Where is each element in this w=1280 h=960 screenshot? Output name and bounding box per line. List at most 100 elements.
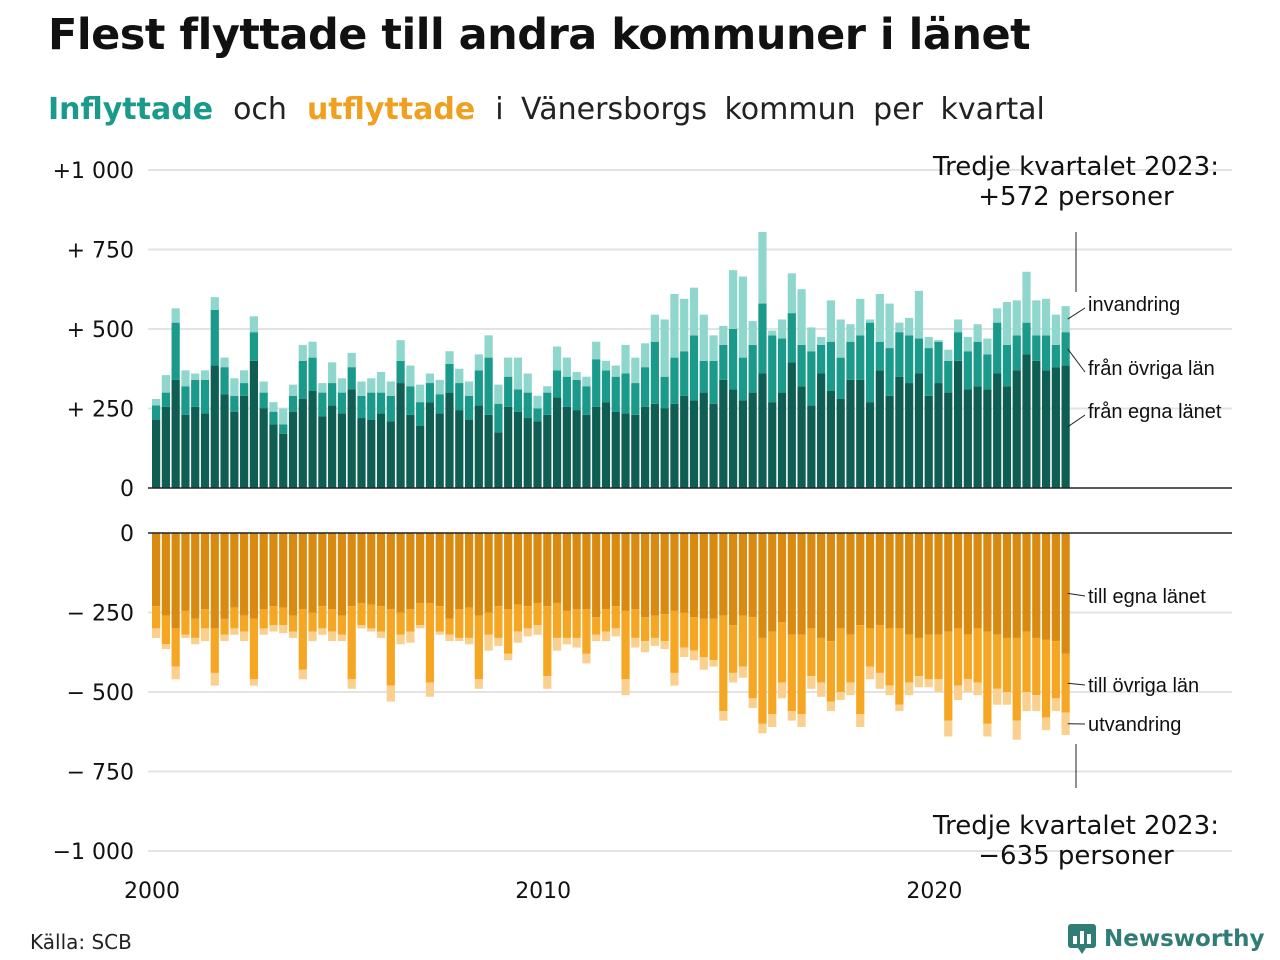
bar-inflyttade <box>826 391 836 488</box>
leader-line <box>1067 592 1086 597</box>
bar-inflyttade <box>592 359 601 407</box>
bar-utflyttade <box>650 637 659 646</box>
bar-inflyttade <box>337 392 347 414</box>
bar-utflyttade <box>181 610 190 635</box>
bar-utflyttade <box>279 607 288 626</box>
bar-utflyttade <box>367 604 376 629</box>
bar-inflyttade <box>396 360 405 384</box>
bar-inflyttade <box>953 360 963 488</box>
bar-utflyttade <box>670 610 679 673</box>
bar-utflyttade <box>484 612 493 635</box>
bar-inflyttade <box>729 270 738 329</box>
bar-inflyttade <box>885 303 894 349</box>
bar-inflyttade <box>240 370 249 384</box>
bar-utflyttade <box>748 533 757 618</box>
bar-utflyttade <box>445 533 454 619</box>
bar-inflyttade <box>1041 335 1051 371</box>
bar-utflyttade <box>191 637 200 645</box>
bar-inflyttade <box>660 408 669 488</box>
bar-inflyttade <box>210 365 219 488</box>
bar-inflyttade <box>181 370 190 387</box>
y-tick-label: + 250 <box>67 398 134 423</box>
bar-utflyttade <box>279 625 288 634</box>
bar-inflyttade <box>279 433 288 488</box>
bar-utflyttade <box>200 609 210 629</box>
bar-utflyttade <box>641 617 650 642</box>
bar-inflyttade <box>787 273 796 314</box>
bar-inflyttade <box>611 411 620 488</box>
bar-inflyttade <box>171 322 180 380</box>
bar-inflyttade <box>738 400 747 488</box>
bar-inflyttade <box>367 378 376 393</box>
bar-inflyttade <box>719 325 728 345</box>
bar-utflyttade <box>504 609 513 654</box>
bar-utflyttade <box>230 533 239 608</box>
bar-inflyttade <box>973 386 982 488</box>
bar-inflyttade <box>230 411 239 488</box>
bar-utflyttade <box>230 628 239 635</box>
bar-utflyttade <box>934 533 943 635</box>
bar-inflyttade <box>308 341 317 358</box>
bar-utflyttade <box>582 653 591 664</box>
bar-inflyttade <box>582 376 591 387</box>
bar-utflyttade <box>1061 653 1070 713</box>
bar-utflyttade <box>171 533 180 629</box>
bar-utflyttade <box>983 631 992 724</box>
bar-inflyttade <box>425 373 435 384</box>
bar-utflyttade <box>406 533 415 610</box>
bar-inflyttade <box>797 289 806 345</box>
bar-inflyttade <box>670 403 679 488</box>
bar-utflyttade <box>885 533 894 629</box>
bar-inflyttade <box>729 329 738 390</box>
bar-utflyttade <box>631 533 640 610</box>
bar-inflyttade <box>552 397 562 488</box>
bar-inflyttade <box>474 354 483 371</box>
bar-inflyttade <box>464 381 474 396</box>
bar-inflyttade <box>631 357 640 384</box>
bar-inflyttade <box>1022 271 1031 323</box>
bar-inflyttade <box>611 376 620 412</box>
bar-utflyttade <box>376 606 386 632</box>
bar-utflyttade <box>181 634 190 638</box>
bar-inflyttade <box>191 379 200 407</box>
bar-inflyttade <box>445 363 454 393</box>
bar-utflyttade <box>826 533 836 642</box>
bar-utflyttade <box>631 609 640 638</box>
bar-utflyttade <box>357 625 366 629</box>
bar-utflyttade <box>865 628 875 667</box>
bar-inflyttade <box>758 232 767 304</box>
bar-inflyttade <box>240 395 249 488</box>
bar-utflyttade <box>513 604 523 632</box>
bar-utflyttade <box>826 641 836 702</box>
bar-utflyttade <box>308 631 317 642</box>
bar-inflyttade <box>288 384 298 396</box>
bar-inflyttade <box>670 357 679 404</box>
subtitle-rest: i Vänersborgs kommun per kvartal <box>495 92 1045 127</box>
bar-utflyttade <box>729 672 738 683</box>
bar-inflyttade <box>269 424 278 488</box>
bar-inflyttade <box>200 379 210 414</box>
bar-utflyttade <box>1022 533 1031 632</box>
bar-inflyttade <box>533 408 542 422</box>
bar-inflyttade <box>552 370 562 398</box>
bar-inflyttade <box>768 402 777 488</box>
bar-inflyttade <box>386 381 395 396</box>
bar-inflyttade <box>357 381 366 396</box>
bar-utflyttade <box>777 682 787 699</box>
bar-utflyttade <box>641 641 650 653</box>
bar-inflyttade <box>787 362 796 488</box>
bar-inflyttade <box>386 395 395 422</box>
bar-inflyttade <box>220 394 229 488</box>
bar-inflyttade <box>729 389 738 488</box>
bar-inflyttade <box>269 402 278 412</box>
bar-utflyttade <box>572 637 581 648</box>
bar-inflyttade <box>1061 365 1070 488</box>
bar-inflyttade <box>973 341 982 387</box>
bar-inflyttade <box>533 421 542 488</box>
bar-inflyttade <box>357 395 366 419</box>
bar-utflyttade <box>269 606 278 626</box>
bar-inflyttade <box>210 297 219 310</box>
bar-inflyttade <box>1051 314 1060 345</box>
bar-inflyttade <box>865 319 875 323</box>
bar-inflyttade <box>484 414 493 488</box>
